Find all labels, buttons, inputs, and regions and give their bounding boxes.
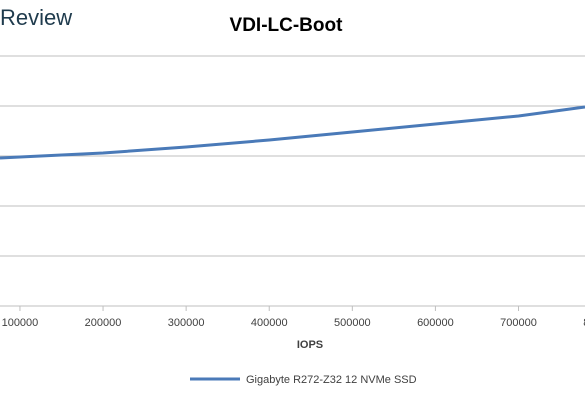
x-axis-title: IOPS <box>297 339 323 351</box>
chart-title: VDI-LC-Boot <box>230 15 344 36</box>
x-tick-label: 700000 <box>500 317 537 329</box>
x-tick-label: 200000 <box>85 317 122 329</box>
logo: Review <box>0 5 72 30</box>
legend-label: Gigabyte R272-Z32 12 NVMe SSD <box>246 374 417 386</box>
x-tick-label: 400000 <box>251 317 288 329</box>
series-line <box>0 105 585 160</box>
x-tick-label: 800000 <box>583 317 585 329</box>
x-tick-label: 500000 <box>334 317 371 329</box>
x-tick-label: 300000 <box>168 317 205 329</box>
x-tick-label: 600000 <box>417 317 454 329</box>
x-tick-label: 100000 <box>2 317 39 329</box>
